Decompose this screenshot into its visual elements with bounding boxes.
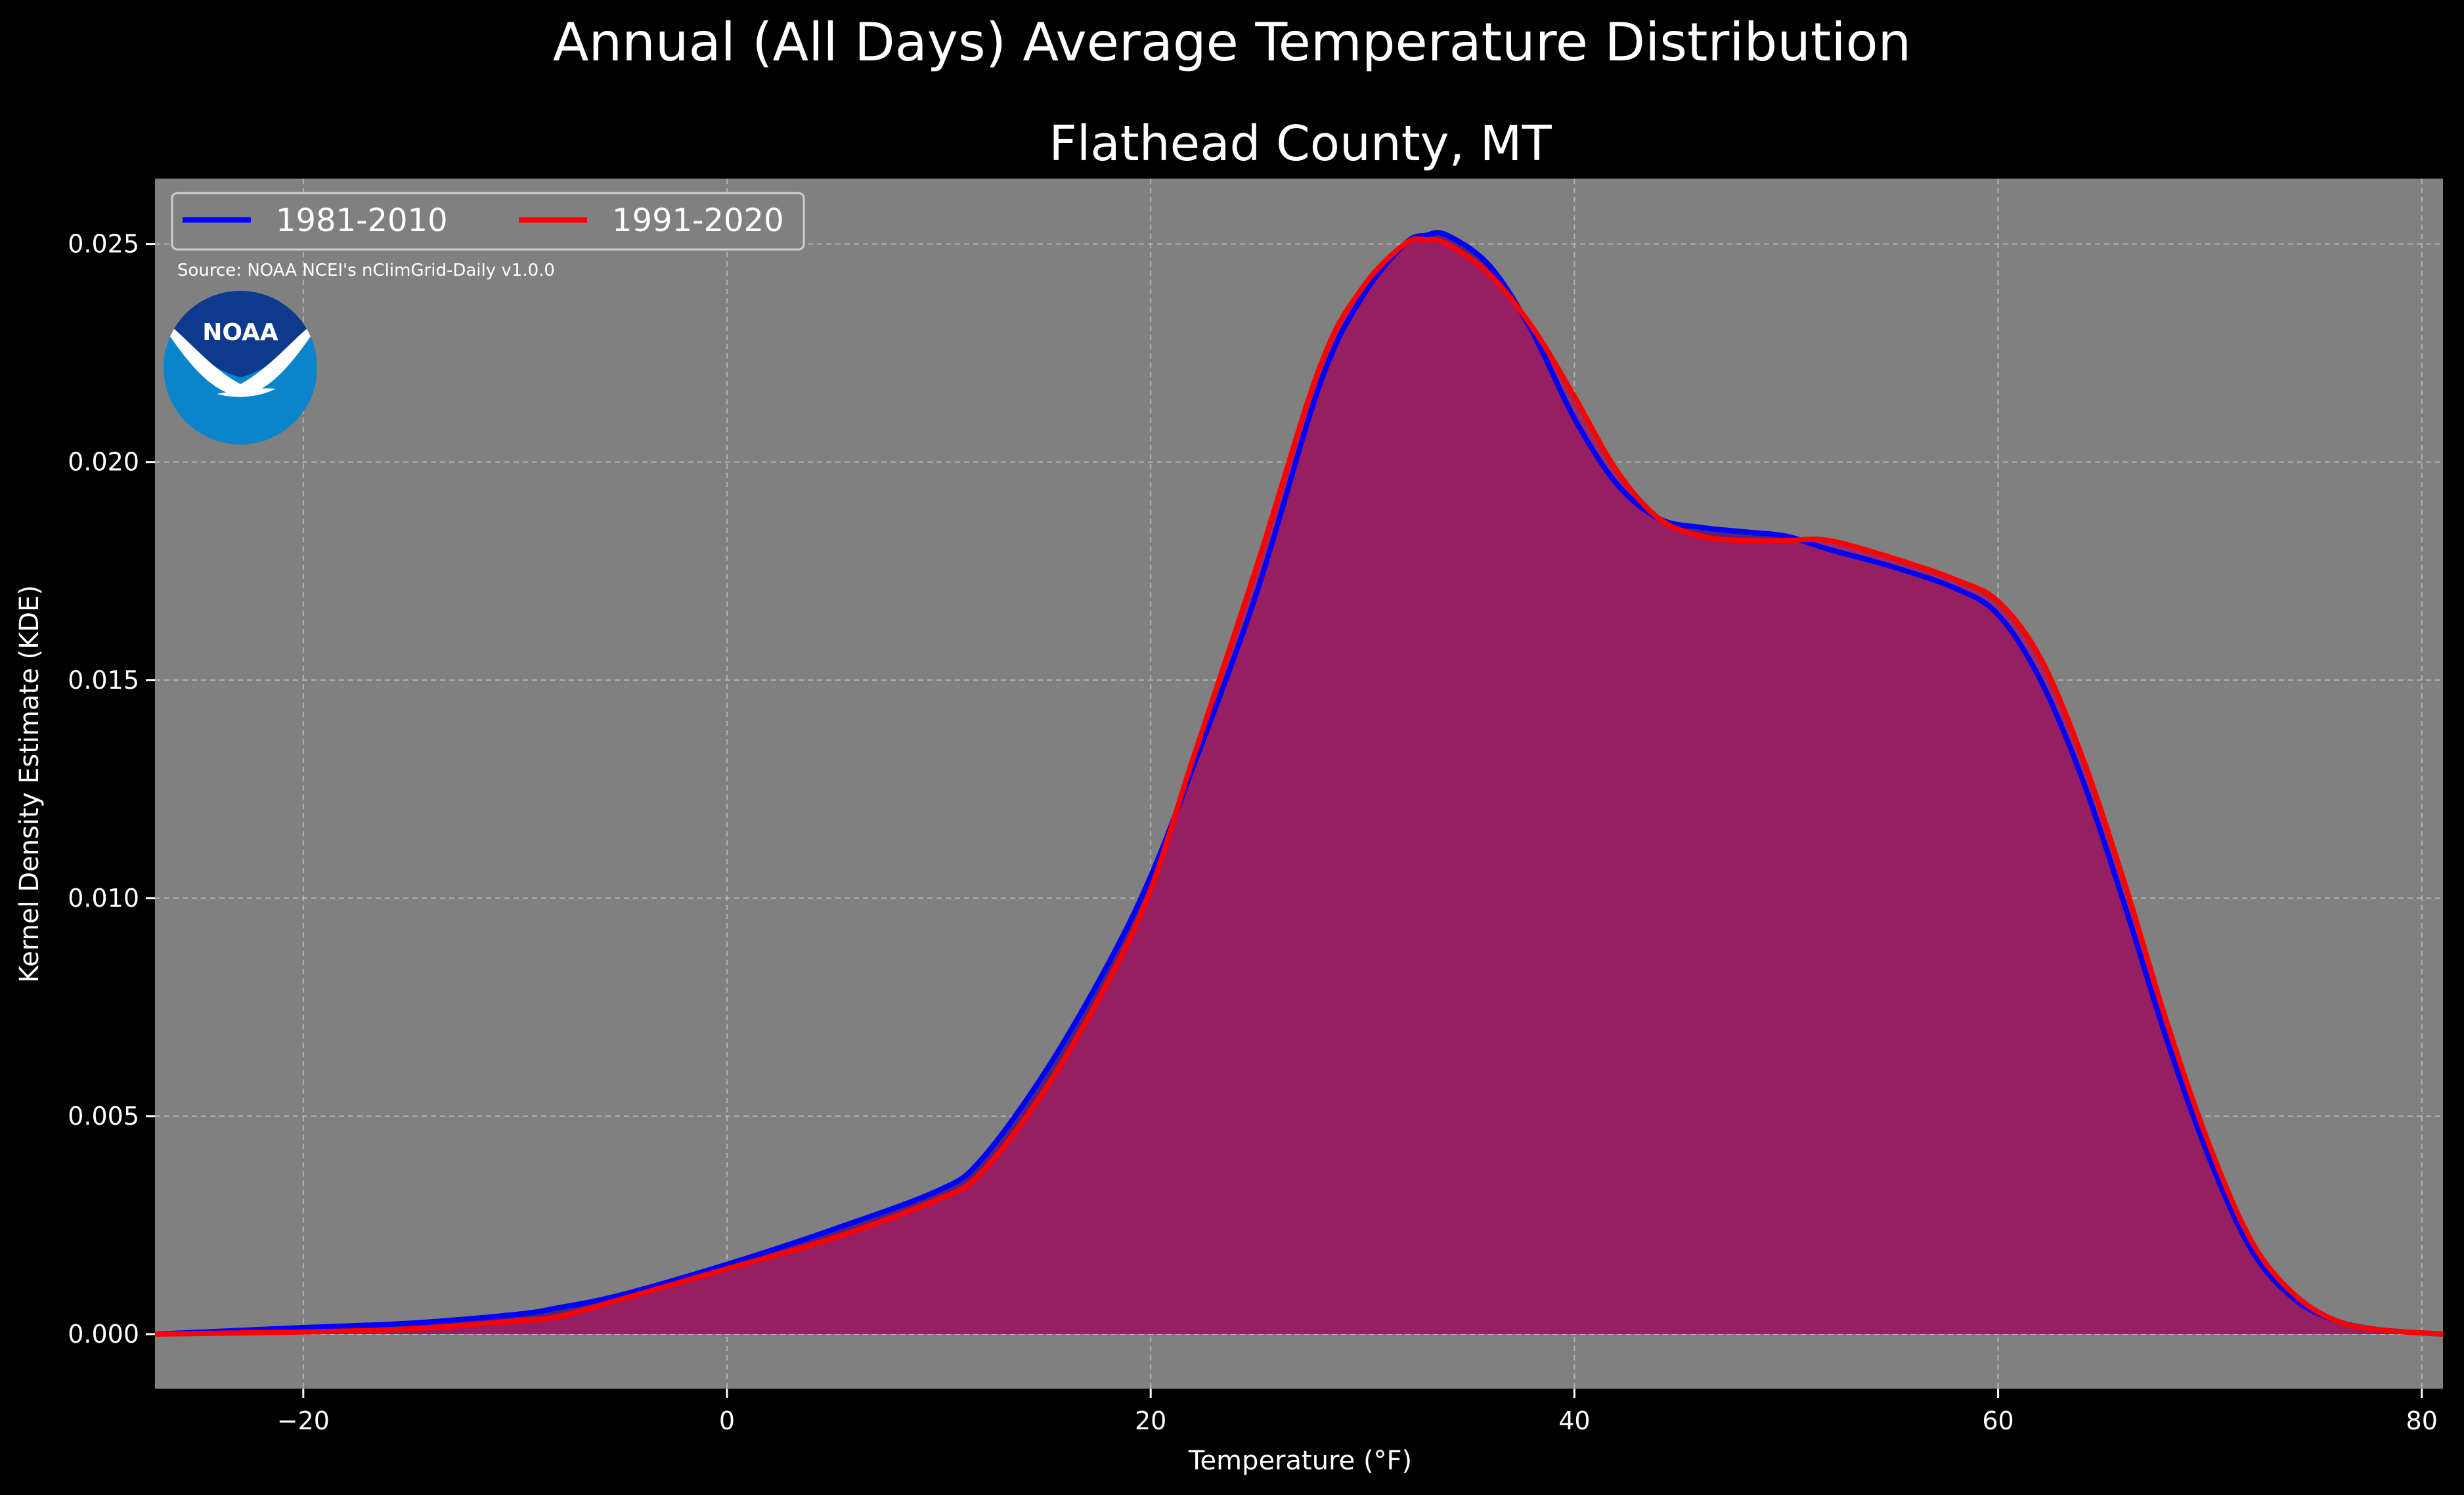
legend-box (171, 192, 805, 251)
series-lines (154, 230, 2444, 1337)
y-tick-label: 0.020 (68, 448, 139, 477)
y-tick-label: 0.010 (68, 884, 139, 913)
legend: 1981-2010 1991-2020 (171, 192, 805, 251)
series-fills (155, 232, 2443, 1335)
y-tick-label: 0.005 (68, 1102, 139, 1131)
legend-label-1991-2020: 1991-2020 (612, 202, 784, 239)
noaa-logo-text: NOAA (202, 319, 278, 346)
series-fill-1991-2020 (155, 238, 2443, 1335)
x-axis-label: Temperature (°F) (1188, 1446, 1412, 1476)
series-line-1981-2010 (154, 230, 2444, 1337)
y-tick-label: 0.015 (68, 666, 139, 695)
x-tick-label: 20 (1135, 1406, 1166, 1435)
noaa-logo-icon: NOAA (164, 291, 317, 444)
y-axis-ticks: 0.000 0.005 0.010 0.015 0.020 0.025 (68, 230, 155, 1349)
y-axis-label: Kernel Density Estimate (KDE) (14, 585, 45, 983)
y-tick-label: 0.000 (68, 1320, 139, 1349)
chart-subtitle: Flathead County, MT (1049, 116, 1552, 172)
x-tick-label: 0 (719, 1406, 735, 1435)
source-text: Source: NOAA NCEI's nClimGrid-Daily v1.0… (177, 261, 555, 280)
y-tick-label: 0.025 (68, 230, 139, 259)
x-axis-ticks: −20 0 20 40 60 80 (277, 1389, 2438, 1435)
x-tick-label: 80 (2406, 1406, 2438, 1435)
x-tick-label: 60 (1982, 1406, 2013, 1435)
series-line-1991-2020 (154, 236, 2444, 1337)
x-tick-label: 40 (1558, 1406, 1590, 1435)
chart-title: Annual (All Days) Average Temperature Di… (553, 12, 1911, 73)
legend-label-1981-2010: 1981-2010 (276, 202, 448, 239)
x-tick-label: −20 (277, 1406, 330, 1435)
